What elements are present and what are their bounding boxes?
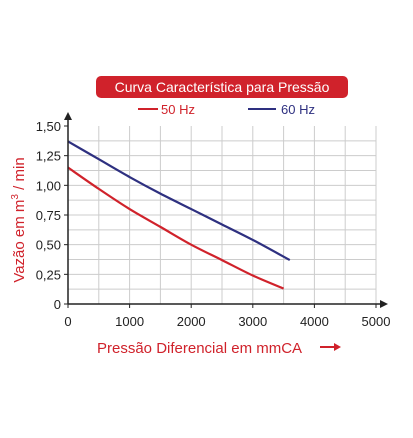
axes [64, 112, 388, 308]
x-axis-arrowhead-icon [380, 300, 388, 308]
y-tick-label: 1,50 [36, 119, 61, 134]
y-tick-label: 0,50 [36, 238, 61, 253]
x-axis-title-group: Pressão Diferencial em mmCA [97, 340, 341, 357]
x-tick-label: 3000 [238, 314, 267, 329]
series-lines [67, 140, 291, 290]
y-tick-label: 1,25 [36, 149, 61, 164]
y-tick-label: 0 [54, 297, 61, 312]
x-axis-arrow-icon [334, 343, 341, 351]
y-tick-label: 0,25 [36, 267, 61, 282]
legend-label-50hz: 50 Hz [161, 102, 195, 117]
legend-label-60hz: 60 Hz [281, 102, 315, 117]
series-line-60hz [67, 140, 291, 262]
x-tick-label: 1000 [115, 314, 144, 329]
x-tick-label: 4000 [300, 314, 329, 329]
x-axis-title: Pressão Diferencial em mmCA [97, 340, 302, 357]
y-axis-arrowhead-icon [64, 112, 72, 120]
grid [68, 126, 377, 304]
x-tick-label: 2000 [177, 314, 206, 329]
y-tick-labels: 0 0,25 0,50 0,75 1,00 1,25 1,50 [36, 119, 61, 312]
x-tick-label: 0 [64, 314, 71, 329]
y-tick-label: 0,75 [36, 208, 61, 223]
x-tick-labels: 0 1000 2000 3000 4000 5000 [64, 314, 390, 329]
chart-title-banner: Curva Característica para Pressão [96, 76, 348, 98]
y-axis-title-superscript: 3 [10, 194, 21, 200]
series-line-50hz [67, 166, 285, 290]
chart-title: Curva Característica para Pressão [115, 79, 330, 95]
legend: 50 Hz 60 Hz [138, 102, 315, 117]
title-banner-background [96, 76, 348, 98]
y-axis-title: Vazão em m3 / min [10, 157, 28, 282]
y-axis-title-tail: / min [11, 157, 28, 194]
y-tick-label: 1,00 [36, 178, 61, 193]
x-tick-label: 5000 [362, 314, 391, 329]
y-axis-title-main: Vazão em m [11, 200, 28, 283]
